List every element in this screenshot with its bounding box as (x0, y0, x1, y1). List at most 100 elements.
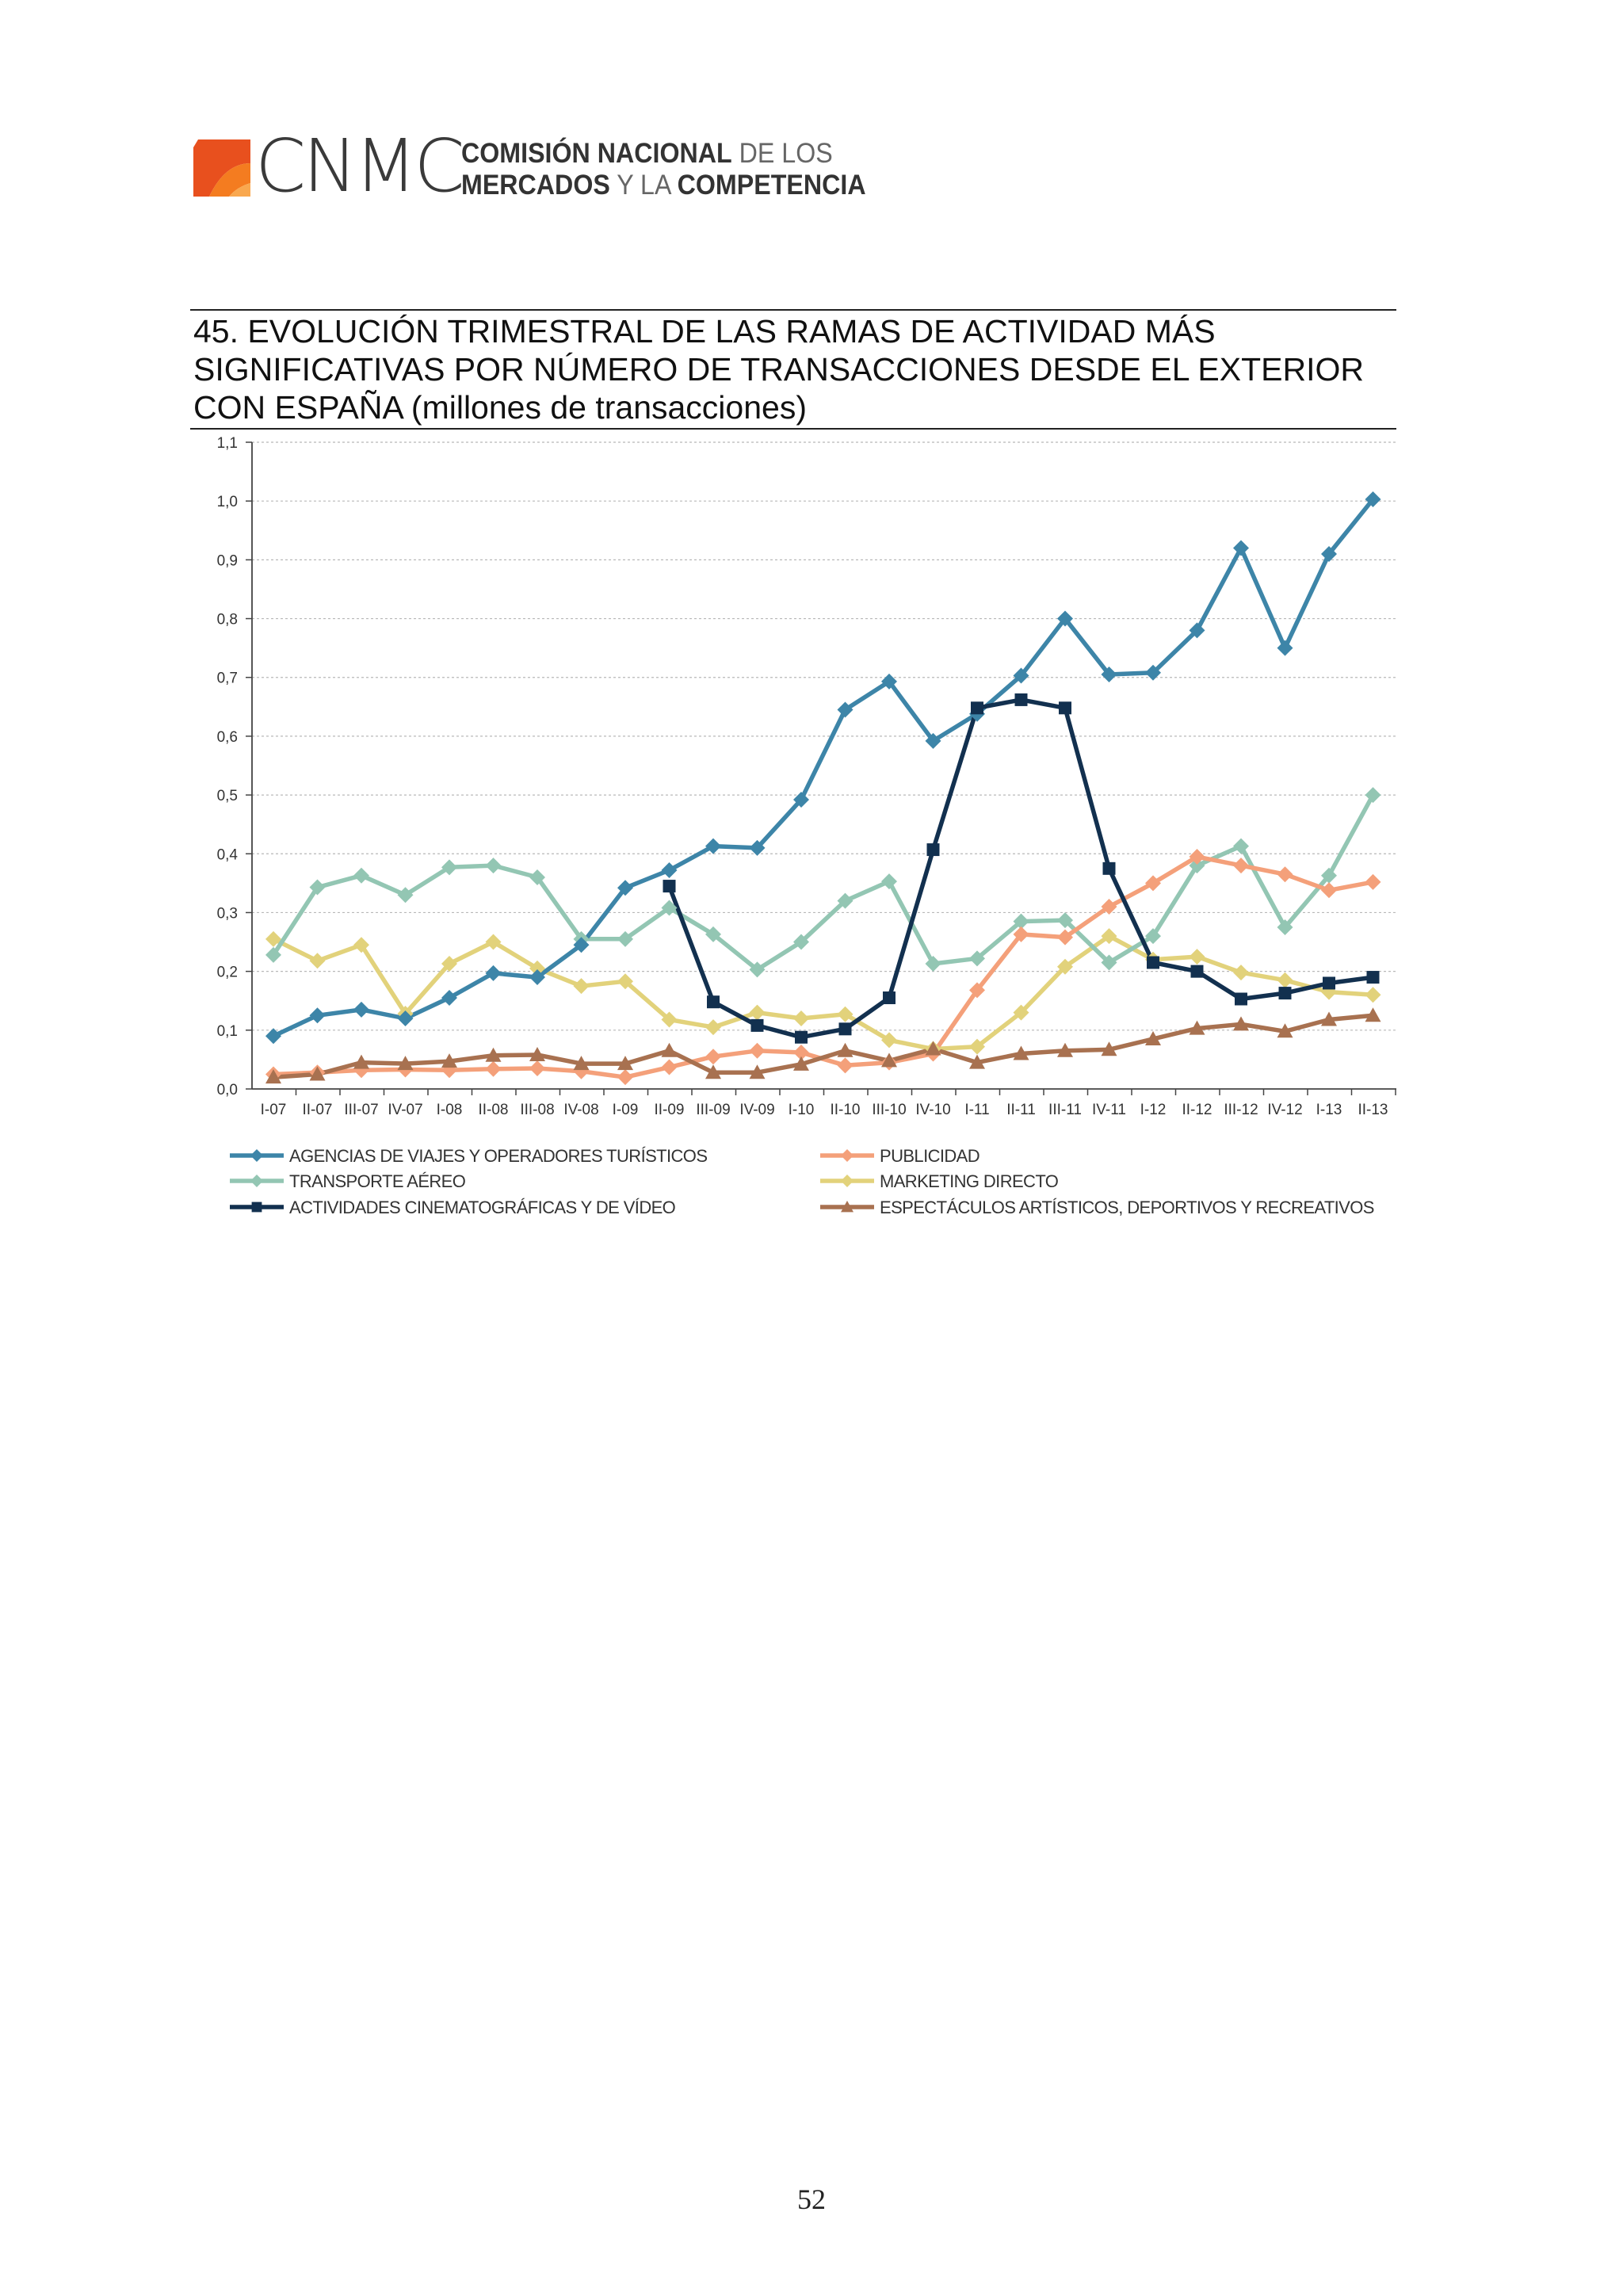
data-point (705, 1064, 721, 1079)
chart-axes (246, 441, 1396, 1095)
data-point (1321, 882, 1337, 899)
data-point (926, 843, 940, 857)
data-point (881, 1052, 897, 1068)
data-point (529, 1060, 545, 1077)
data-point (441, 990, 457, 1007)
x-tick-label: III-11 (1048, 1102, 1082, 1118)
y-tick-label: 0,3 (217, 905, 238, 922)
data-point (485, 965, 502, 981)
x-tick-label: I-09 (613, 1102, 639, 1118)
legend-label: AGENCIAS DE VIAJES Y OPERADORES TURÍSTIC… (289, 1146, 707, 1166)
y-tick-label: 0,7 (217, 670, 238, 687)
data-point (353, 937, 369, 953)
data-point (1101, 667, 1117, 683)
data-point (441, 1053, 457, 1068)
data-point (397, 1010, 414, 1026)
data-point (1101, 928, 1117, 945)
data-point (969, 1054, 985, 1069)
data-point (1145, 875, 1161, 892)
data-point (1233, 858, 1249, 874)
data-point (837, 701, 854, 718)
data-point (617, 880, 633, 896)
title-rule-top (190, 309, 1396, 311)
data-point (1101, 899, 1117, 915)
data-point (707, 995, 720, 1009)
data-point (353, 1054, 369, 1069)
x-tick-label: I-07 (261, 1102, 287, 1118)
data-point (353, 1001, 369, 1018)
data-point (837, 892, 854, 909)
data-point (1013, 913, 1029, 930)
data-point (793, 792, 809, 808)
data-point (837, 1057, 854, 1074)
legend-label: MARKETING DIRECTO (880, 1171, 1059, 1191)
x-tick-label: III-07 (344, 1102, 378, 1118)
logo-wordmark: COMISIÓN NACIONAL DE LOS MERCADOS Y LA C… (461, 138, 866, 201)
data-point (969, 982, 985, 999)
data-point (661, 1011, 678, 1028)
data-point (1365, 873, 1381, 890)
data-point (881, 673, 897, 690)
data-point (573, 937, 590, 953)
logo-line2-bold-b: COMPETENCIA (677, 170, 866, 201)
data-point (617, 973, 633, 990)
data-point (749, 1042, 766, 1059)
y-tick-label: 0,8 (217, 612, 238, 628)
legend-label: PUBLICIDAD (880, 1146, 980, 1166)
data-point (1145, 664, 1161, 681)
series-markers (265, 491, 1381, 1086)
data-point (1321, 867, 1337, 884)
data-point (661, 862, 678, 879)
data-point (617, 1069, 633, 1086)
y-tick-label: 0,5 (217, 788, 238, 804)
data-point (837, 1006, 854, 1022)
x-tick-label: II-11 (1006, 1102, 1036, 1118)
chart-title: 45. EVOLUCIÓN TRIMESTRAL DE LAS RAMAS DE… (193, 313, 1365, 426)
data-point (309, 953, 326, 969)
data-point (1057, 912, 1073, 929)
x-tick-label: IV-07 (388, 1102, 422, 1118)
data-point (1013, 1045, 1029, 1060)
data-point (661, 1042, 678, 1057)
data-point (1057, 929, 1073, 946)
data-point (1365, 1007, 1381, 1022)
cnmc-logo-mark-icon (193, 139, 250, 197)
x-tick-label: I-10 (789, 1102, 815, 1118)
data-point (529, 960, 545, 976)
title-rule-bottom (190, 428, 1396, 430)
data-point (1365, 491, 1381, 507)
data-point (1278, 987, 1292, 1000)
x-tick-label: II-13 (1358, 1102, 1388, 1118)
page-number: 52 (797, 2183, 826, 2215)
data-point (1014, 693, 1028, 706)
data-point (793, 1045, 809, 1061)
data-point (750, 1018, 764, 1032)
y-tick-label: 0,1 (217, 1023, 238, 1040)
data-point (881, 873, 897, 890)
data-point (573, 978, 590, 995)
data-point (925, 955, 941, 972)
data-point (265, 1028, 281, 1045)
data-point (1189, 858, 1205, 874)
data-point (485, 858, 502, 874)
data-point (969, 1038, 985, 1055)
x-tick-label: IV-08 (563, 1102, 598, 1118)
x-tick-label: II-09 (654, 1102, 684, 1118)
legend-swatch-marker (250, 1149, 263, 1162)
data-point (1233, 540, 1249, 556)
logo-line2-bold-a: MERCADOS (461, 170, 610, 201)
data-point (661, 1059, 678, 1075)
x-tick-label: I-08 (437, 1102, 463, 1118)
data-point (397, 1056, 414, 1071)
data-point (1235, 992, 1247, 1006)
data-point (1013, 1004, 1029, 1021)
data-point (1190, 965, 1204, 978)
data-point (1277, 866, 1293, 883)
data-point (1365, 987, 1381, 1003)
y-tick-label: 0,6 (217, 729, 238, 746)
data-point (1189, 848, 1205, 865)
data-point (1101, 1041, 1117, 1056)
data-point (1057, 610, 1073, 627)
data-point (1057, 1042, 1073, 1057)
data-point (749, 1004, 766, 1021)
